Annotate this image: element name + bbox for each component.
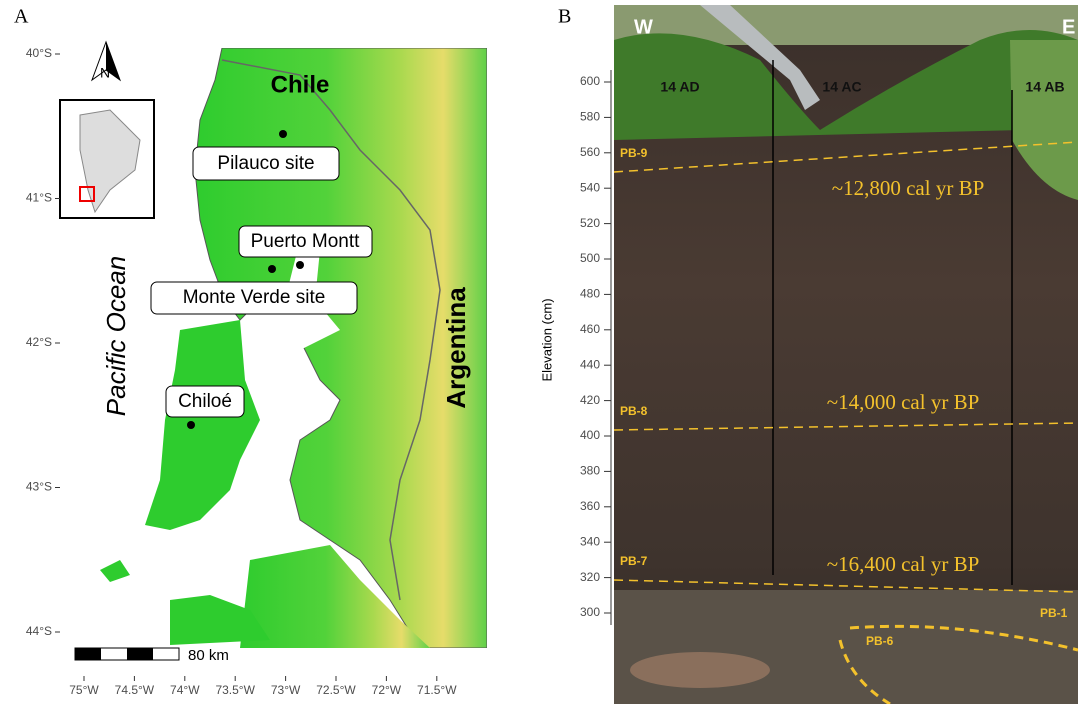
elevation-tick-label: 360 [580, 499, 600, 513]
lon-tick-label: 71.5°W [417, 683, 457, 697]
direction-label: E [1062, 16, 1075, 38]
layer-label: PB-9 [620, 146, 648, 160]
layer-label: PB-1 [1040, 606, 1068, 620]
north-label: N [100, 65, 110, 81]
profile-label: 14 AD [660, 79, 699, 95]
elevation-tick-label: 580 [580, 110, 600, 124]
lon-tick-label: 73.5°W [215, 683, 255, 697]
date-label: ~16,400 cal yr BP [827, 552, 980, 576]
scale-bar: 80 km [75, 647, 229, 664]
elevation-tick-label: 480 [580, 287, 600, 301]
lon-tick-label: 72°W [372, 683, 402, 697]
panel-label: B [558, 6, 571, 28]
inset-map [60, 100, 154, 218]
elevation-tick-label: 300 [580, 605, 600, 619]
elevation-tick-label: 420 [580, 393, 600, 407]
lon-tick-label: 74°W [170, 683, 200, 697]
elevation-tick-label: 320 [580, 570, 600, 584]
elevation-tick-label: 600 [580, 74, 600, 88]
elevation-tick-label: 380 [580, 464, 600, 478]
elevation-tick-label: 540 [580, 180, 600, 194]
lon-tick-label: 72.5°W [316, 683, 356, 697]
lon-tick-label: 75°W [69, 683, 99, 697]
lat-tick-label: 44°S [26, 624, 52, 638]
lat-tick-label: 42°S [26, 335, 52, 349]
panel-label: A [14, 6, 29, 28]
elevation-tick-label: 400 [580, 428, 600, 442]
place-label: Chiloé [178, 391, 232, 412]
scale-label: 80 km [188, 647, 229, 664]
elevation-tick-label: 560 [580, 145, 600, 159]
lon-tick-label: 74.5°W [115, 683, 155, 697]
layer-label: PB-6 [866, 634, 894, 648]
ocean-label: Pacific Ocean [101, 256, 131, 416]
profile-label: 14 AC [822, 79, 861, 95]
elevation-tick-label: 440 [580, 357, 600, 371]
figure: A N Chile Argentina Pacific Ocean Pilauc… [0, 0, 1078, 704]
place-label: Monte Verde site [183, 287, 326, 308]
lat-tick-label: 41°S [26, 191, 52, 205]
photo [614, 5, 1078, 704]
elevation-tick-label: 460 [580, 322, 600, 336]
place-label: Puerto Montt [251, 231, 360, 252]
date-label: ~12,800 cal yr BP [832, 176, 985, 200]
country-label: Chile [271, 71, 330, 98]
date-label: ~14,000 cal yr BP [827, 390, 980, 414]
layer-label: PB-7 [620, 554, 648, 568]
profile-label: 14 AB [1025, 79, 1064, 95]
elevation-tick-label: 340 [580, 534, 600, 548]
lat-tick-label: 43°S [26, 480, 52, 494]
place-label: Pilauco site [217, 153, 314, 174]
layer-label: PB-8 [620, 404, 648, 418]
lon-tick-label: 73°W [271, 683, 301, 697]
axis-label: Elevation (cm) [539, 298, 554, 381]
direction-label: W [634, 16, 653, 38]
elevation-tick-label: 520 [580, 216, 600, 230]
elevation-tick-label: 500 [580, 251, 600, 265]
lat-tick-label: 40°S [26, 46, 52, 60]
country-label: Argentina [441, 287, 471, 409]
